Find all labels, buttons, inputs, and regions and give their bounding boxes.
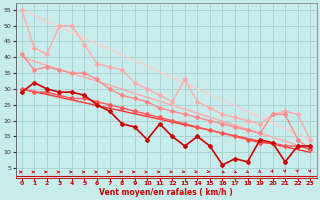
X-axis label: Vent moyen/en rafales ( km/h ): Vent moyen/en rafales ( km/h ) xyxy=(99,188,233,197)
